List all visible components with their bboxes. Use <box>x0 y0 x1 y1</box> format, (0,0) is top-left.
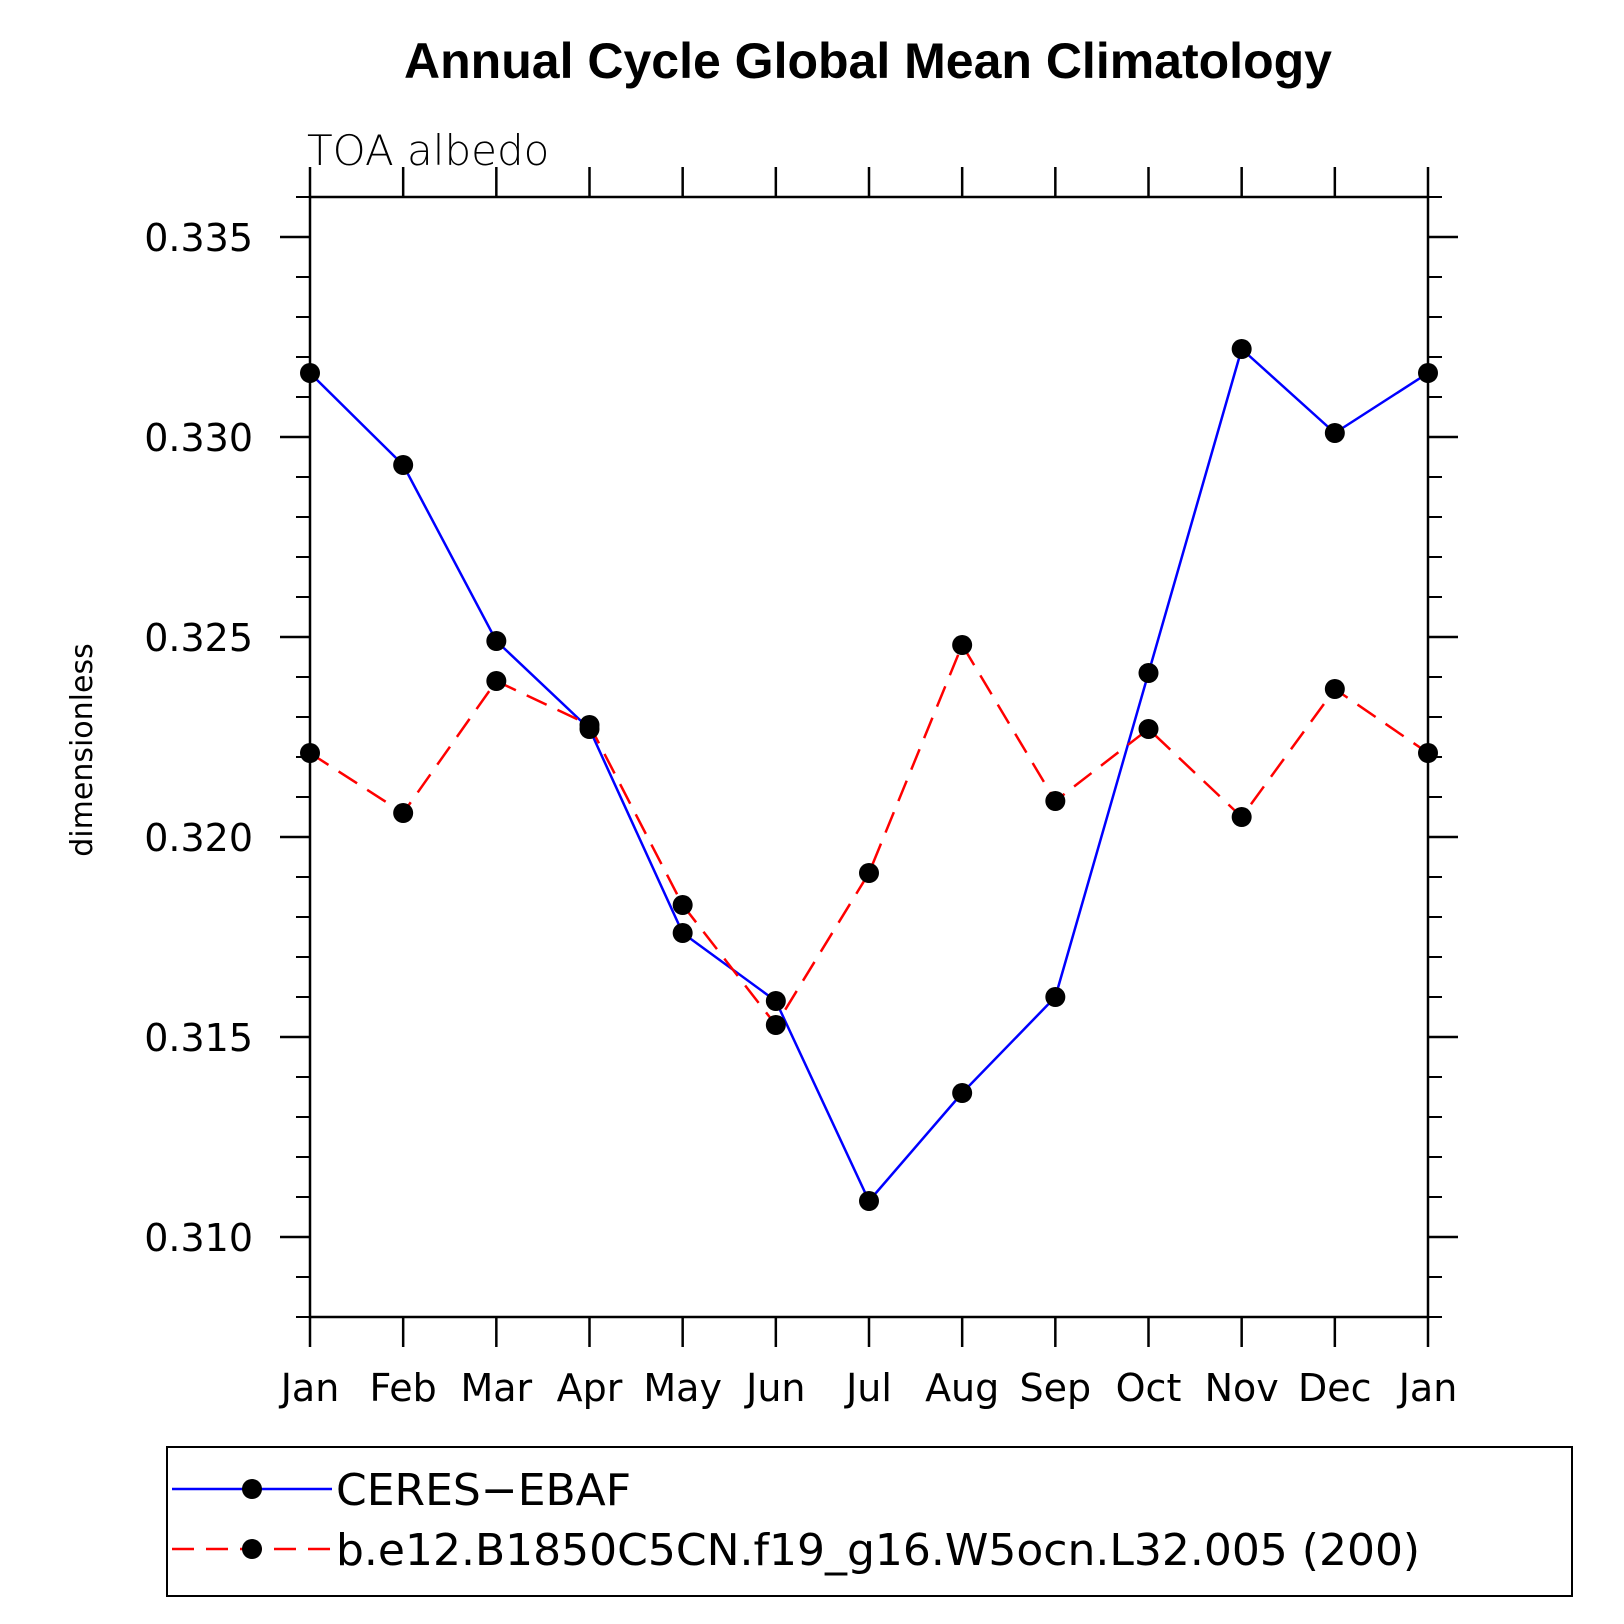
data-point-series-0 <box>1231 339 1252 359</box>
y-tick-label: 0.330 <box>144 416 253 460</box>
data-point-series-0 <box>1138 663 1159 683</box>
data-point-series-1 <box>486 671 507 691</box>
data-point-series-1 <box>1324 679 1345 699</box>
legend-label-ceres: CERES−EBAF <box>336 1465 631 1516</box>
legend: CERES−EBAF b.e12.B1850C5CN.f19_g16.W5ocn… <box>166 1446 1573 1597</box>
data-point-series-0 <box>393 455 414 475</box>
x-tick-label: Jan <box>279 1366 340 1410</box>
data-point-series-0 <box>859 1191 879 1211</box>
axis-ticks <box>280 167 1458 1347</box>
x-tick-label: Feb <box>370 1366 437 1410</box>
data-point-series-1 <box>952 635 973 655</box>
data-point-series-0 <box>1324 423 1345 443</box>
x-tick-label: Mar <box>460 1366 532 1410</box>
data-point-series-0 <box>300 363 320 383</box>
data-point-series-1 <box>1231 807 1252 827</box>
data-point-series-1 <box>672 895 693 915</box>
x-tick-label: Sep <box>1020 1366 1092 1410</box>
legend-label-model: b.e12.B1850C5CN.f19_g16.W5ocn.L32.005 (2… <box>336 1525 1420 1576</box>
data-point-series-0 <box>1418 363 1438 383</box>
legend-marker-ceres <box>242 1479 262 1499</box>
x-tick-label: Nov <box>1205 1366 1279 1410</box>
y-axis-label: dimensionless <box>65 643 100 856</box>
data-point-series-1 <box>1418 743 1438 763</box>
series-line-1 <box>309 643 1429 1027</box>
chart-subtitle: TOA albedo <box>307 126 549 175</box>
data-point-series-1 <box>300 743 320 763</box>
x-tick-label: May <box>643 1366 722 1410</box>
data-point-series-0 <box>1045 987 1066 1007</box>
y-tick-label: 0.325 <box>144 616 253 660</box>
series-layer <box>300 339 1438 1211</box>
series-line-0 <box>309 347 1429 1203</box>
data-point-series-0 <box>486 631 507 651</box>
y-tick-labels: 0.310 0.315 0.320 0.325 0.330 0.335 <box>144 216 253 1260</box>
x-tick-label: Dec <box>1298 1366 1372 1410</box>
y-tick-label: 0.310 <box>144 1216 253 1260</box>
legend-box <box>166 1446 1573 1597</box>
data-point-series-1 <box>1045 791 1066 811</box>
data-point-series-1 <box>765 1015 786 1035</box>
legend-marker-model <box>242 1539 262 1559</box>
x-tick-label: Aug <box>925 1366 999 1410</box>
x-tick-label: Oct <box>1116 1366 1182 1410</box>
y-tick-label: 0.335 <box>144 216 253 260</box>
chart-title: Annual Cycle Global Mean Climatology <box>404 33 1332 89</box>
x-tick-label: Jan <box>1397 1366 1458 1410</box>
x-tick-label: Jun <box>744 1366 805 1410</box>
y-tick-label: 0.315 <box>144 1016 253 1060</box>
data-point-series-1 <box>1138 719 1159 739</box>
x-tick-label: Jul <box>844 1366 892 1410</box>
x-tick-label: Apr <box>557 1366 623 1410</box>
data-point-series-1 <box>393 803 414 823</box>
y-tick-label: 0.320 <box>144 816 253 860</box>
data-point-series-0 <box>672 923 693 943</box>
data-point-series-0 <box>952 1083 973 1103</box>
x-tick-labels: Jan Feb Mar Apr May Jun Jul Aug Sep Oct Nov Dec Jan <box>279 1366 1458 1410</box>
data-point-series-0 <box>765 991 786 1011</box>
data-point-series-1 <box>579 715 600 735</box>
data-point-series-1 <box>859 863 879 883</box>
